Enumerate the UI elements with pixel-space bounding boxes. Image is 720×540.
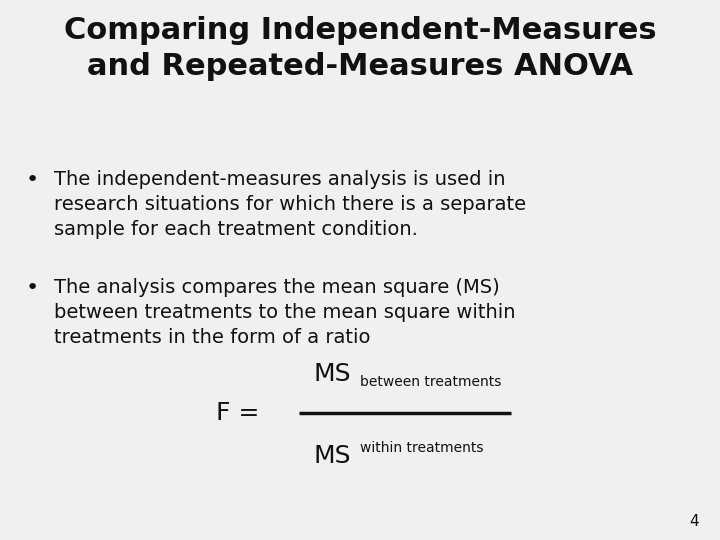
Text: The analysis compares the mean square (MS)
between treatments to the mean square: The analysis compares the mean square (M… bbox=[54, 278, 516, 347]
Text: MS: MS bbox=[313, 362, 351, 386]
Text: •: • bbox=[25, 170, 38, 190]
Text: 4: 4 bbox=[689, 514, 698, 529]
Text: Comparing Independent-Measures
and Repeated-Measures ANOVA: Comparing Independent-Measures and Repea… bbox=[63, 16, 657, 81]
Text: F =: F = bbox=[216, 401, 267, 425]
Text: The independent-measures analysis is used in
research situations for which there: The independent-measures analysis is use… bbox=[54, 170, 526, 239]
Text: MS: MS bbox=[313, 444, 351, 468]
Text: within treatments: within treatments bbox=[360, 441, 484, 455]
Text: between treatments: between treatments bbox=[360, 375, 501, 389]
Text: •: • bbox=[25, 278, 38, 298]
